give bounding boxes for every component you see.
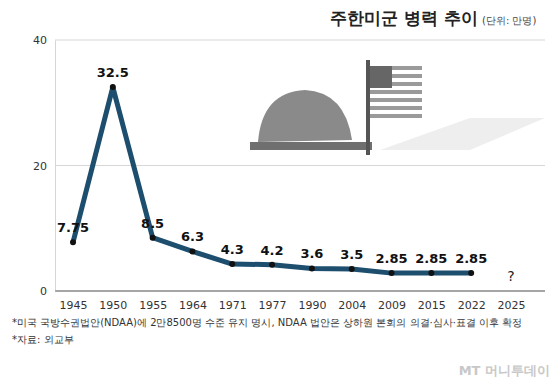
data-label: 32.5 [97, 65, 129, 80]
point [349, 266, 355, 272]
grid-line [55, 291, 545, 292]
x-tick-label: 2022 [458, 299, 486, 312]
x-tick: 1955 [139, 291, 167, 312]
point [309, 265, 315, 271]
x-tick-label: 1955 [139, 299, 167, 312]
flag-stripe [370, 114, 422, 118]
point [428, 270, 434, 276]
y-tick-label: 0 [40, 285, 47, 298]
y-axis: 0 20 40 [33, 34, 56, 298]
grid [55, 40, 545, 291]
note: *자료: 외교부 [12, 334, 74, 345]
x-tick-label: 1945 [60, 299, 88, 312]
point [70, 239, 76, 245]
x-tick: 1950 [99, 291, 127, 312]
grid-line [55, 40, 545, 41]
flag-stripe [370, 90, 422, 94]
y-tick: 0 [40, 285, 55, 298]
data-label: 4.2 [261, 243, 284, 258]
y-axis-line [55, 41, 56, 292]
data-label: 8.5 [141, 216, 164, 231]
data-label: 4.3 [221, 242, 244, 257]
x-axis-line [55, 291, 545, 292]
grid-line [55, 165, 545, 166]
annotation: ? [507, 268, 514, 284]
x-tick: 1977 [259, 291, 287, 312]
title: 주한미군 병력 추이 [330, 8, 478, 28]
point [150, 235, 156, 241]
subtitle: (단위: 만명) [482, 15, 536, 26]
x-tick-label: 2009 [378, 299, 406, 312]
x-tick-label: 1964 [179, 299, 207, 312]
source-mark: MT 머니투데이 [459, 363, 550, 378]
x-tick-label: 1990 [298, 299, 326, 312]
flag-stripe [370, 98, 422, 102]
x-tick: 1990 [298, 291, 326, 312]
x-tick: 1945 [60, 291, 88, 312]
x-tick: 2025 [498, 291, 526, 312]
x-tick: 1971 [219, 291, 247, 312]
y-tick: 40 [33, 34, 55, 47]
y-tick: 20 [33, 160, 55, 173]
x-tick-label: 1950 [99, 299, 127, 312]
x-tick-label: 1971 [219, 299, 247, 312]
line [73, 87, 471, 273]
point [389, 270, 395, 276]
data-label: 2.85 [455, 251, 487, 266]
point [229, 261, 235, 267]
flag-canton [370, 66, 392, 88]
y-tick-label: 20 [33, 160, 47, 173]
flag-pole [366, 60, 370, 155]
data-label: 2.85 [376, 251, 408, 266]
x-tick-label: 2015 [418, 299, 446, 312]
plot-area [70, 84, 474, 276]
helmet [258, 90, 352, 142]
point [468, 270, 474, 276]
data-label: 3.6 [300, 246, 323, 261]
x-tick: 2009 [378, 291, 406, 312]
helmet-brim [250, 142, 372, 150]
decoration [250, 60, 545, 155]
data-label: 7.75 [57, 220, 89, 235]
point [110, 84, 116, 90]
x-tick-label: 1977 [259, 299, 287, 312]
x-tick-label: 2004 [338, 299, 366, 312]
x-tick: 2022 [458, 291, 486, 312]
x-tick: 2015 [418, 291, 446, 312]
data-label: 2.85 [415, 251, 447, 266]
flag-shadow [380, 118, 545, 150]
note: *미국 국방수권법안(NDAA)에 2만8500명 수준 유지 명시, NDAA… [12, 317, 522, 328]
flag-stripe [370, 106, 422, 110]
data-label: 3.5 [340, 247, 363, 262]
point [269, 262, 275, 268]
point [189, 248, 195, 254]
data-labels: 7.75 32.5 8.5 6.3 4.3 4.2 3.6 3.5 2.85 2.85 2.85 [57, 65, 487, 266]
x-axis: 1945 1950 1955 1964 1971 1977 1990 2004 2009 2015… [55, 291, 545, 312]
data-label: 6.3 [181, 229, 204, 244]
chart: 주한미군 병력 추이(단위: 만명)0204019451950195519641… [0, 0, 560, 384]
x-tick: 1964 [179, 291, 207, 312]
x-tick: 2004 [338, 291, 366, 312]
x-tick-label: 2025 [498, 299, 526, 312]
y-tick-label: 40 [33, 34, 47, 47]
